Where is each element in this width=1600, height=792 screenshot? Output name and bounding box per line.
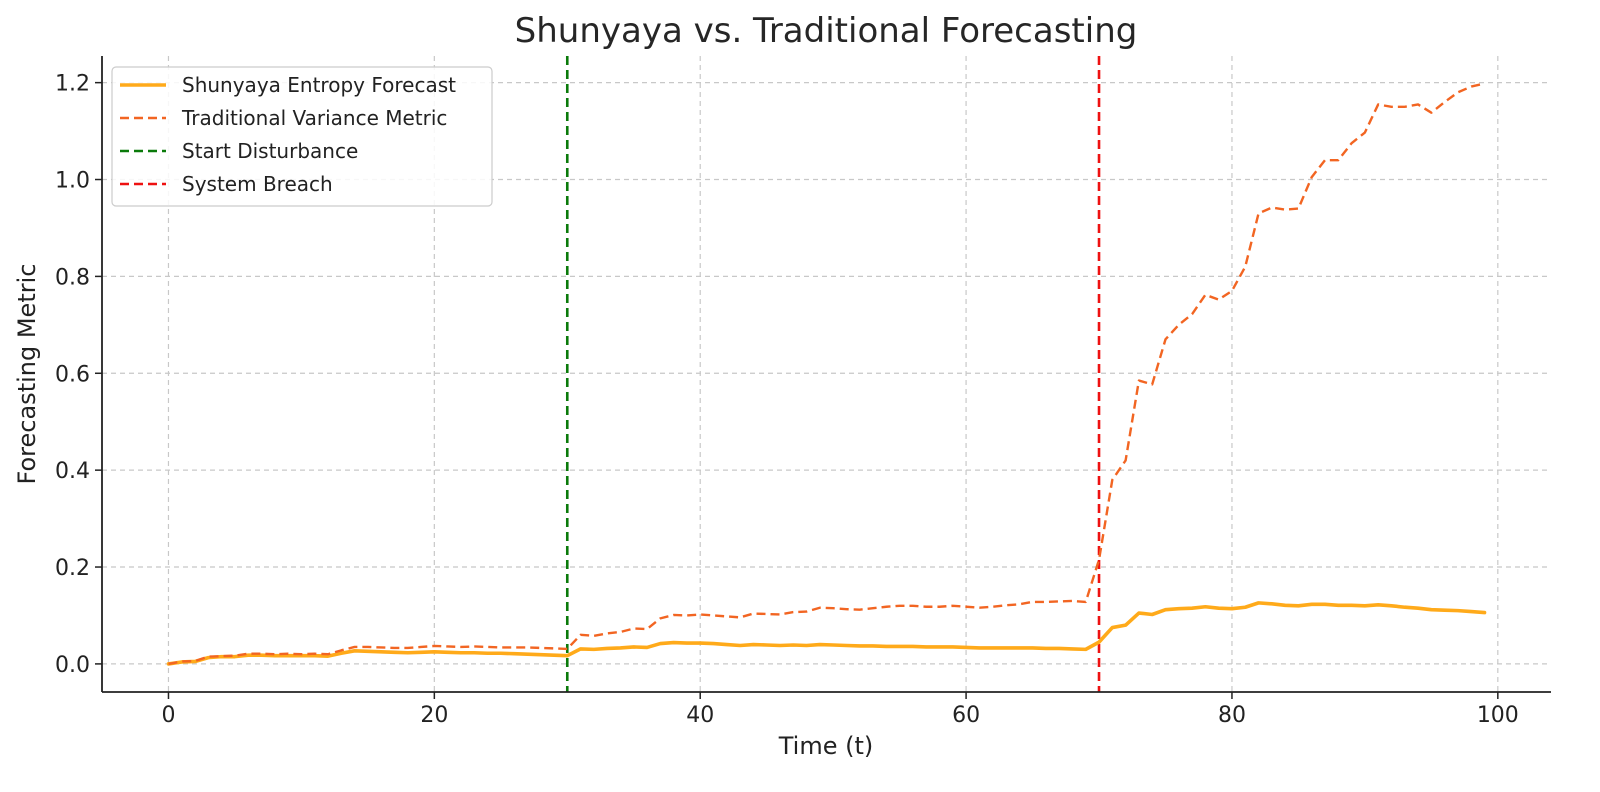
- x-tick-label: 60: [952, 703, 980, 728]
- x-tick-label: 0: [161, 703, 175, 728]
- y-tick-label: 0.4: [55, 459, 90, 484]
- y-tick-label: 0.8: [55, 265, 90, 290]
- grid-lines: [102, 56, 1551, 692]
- event-lines: [565, 56, 1101, 692]
- legend-label: Traditional Variance Metric: [181, 106, 447, 130]
- y-tick-label: 1.2: [55, 72, 90, 97]
- x-tick-label: 100: [1477, 703, 1519, 728]
- y-tick-label: 0.0: [55, 653, 90, 678]
- y-tick-label: 1.0: [55, 169, 90, 194]
- chart-title: Shunyaya vs. Traditional Forecasting: [515, 11, 1138, 51]
- x-axis-title: Time (t): [778, 732, 874, 760]
- series-line-shunyaya-entropy-forecast: [166, 601, 1487, 666]
- y-axis-title: Forecasting Metric: [13, 264, 41, 485]
- legend-label: Start Disturbance: [182, 139, 358, 163]
- legend-box: [111, 66, 493, 207]
- legend-label: Shunyaya Entropy Forecast: [182, 73, 456, 97]
- x-tick-label: 80: [1218, 703, 1246, 728]
- x-tick-label: 40: [686, 703, 714, 728]
- y-tick-label: 0.6: [55, 362, 90, 387]
- tick-marks: 0 20 40 60 80 100 0.0 0.2 0.4 0.6 0.8 1.0 1.2: [55, 72, 1519, 728]
- x-tick-label: 20: [420, 703, 448, 728]
- legend-label: System Breach: [182, 172, 333, 196]
- legend: Shunyaya Entropy Forecast Traditional Var…: [111, 66, 493, 207]
- series-line-traditional-variance-metric: [168, 82, 1485, 666]
- series-layer: [166, 82, 1487, 666]
- y-tick-label: 0.2: [55, 556, 90, 581]
